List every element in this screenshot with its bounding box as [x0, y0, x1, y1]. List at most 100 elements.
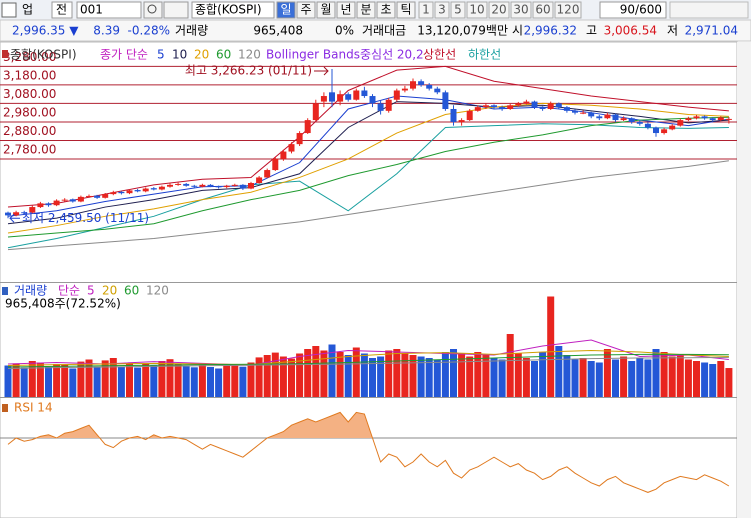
candle-body: [215, 186, 222, 188]
info-open: 2,996.32: [524, 24, 577, 38]
count: 90/600: [620, 3, 662, 17]
period-button[interactable]: [356, 1, 376, 19]
interval-button[interactable]: [418, 1, 434, 19]
period-label: 주: [300, 3, 311, 17]
volume-bar: [85, 359, 93, 397]
interval-label: 3: [438, 3, 446, 17]
volume-bar: [498, 359, 506, 397]
candle-body: [167, 184, 173, 187]
candle-body: [523, 101, 530, 104]
volume-bar: [166, 359, 174, 397]
volume-bar: [433, 359, 441, 397]
search-button[interactable]: [143, 1, 163, 19]
candle-body: [191, 185, 198, 187]
info-change: 8.39: [93, 24, 120, 38]
candle-body: [320, 96, 327, 102]
code-input: 001: [80, 3, 103, 17]
volume-ma-line: [7, 353, 729, 368]
volume-bar: [579, 358, 587, 397]
ma-line: [7, 116, 729, 238]
period-button[interactable]: [316, 1, 336, 19]
interval-button[interactable]: [532, 1, 554, 19]
interval-button[interactable]: [554, 1, 582, 19]
candle-body: [401, 88, 408, 91]
annotation-arrow: [9, 213, 20, 223]
ma-line: [7, 102, 729, 234]
chart-title: 종합(KOSPI): [10, 48, 77, 62]
volume-bar: [458, 353, 466, 397]
candle-body: [661, 129, 668, 134]
interval-label: 1: [422, 3, 430, 17]
period-button[interactable]: [336, 1, 356, 19]
candle-body: [256, 177, 263, 184]
period-label: 초: [380, 3, 391, 17]
info-volume-label: 거래량: [175, 24, 208, 38]
volume-ma-line: [7, 339, 729, 366]
candle-body: [69, 199, 76, 202]
sound-button[interactable]: [163, 1, 189, 19]
all-button: 전: [56, 3, 67, 17]
menu-icon[interactable]: [1, 2, 17, 18]
volume-bar: [279, 356, 287, 397]
volume-bar: [506, 334, 514, 397]
candle-body: [361, 90, 368, 97]
volume-bar: [474, 352, 482, 397]
interval-button[interactable]: [450, 1, 466, 19]
volume-bar: [595, 362, 603, 397]
candle-body: [418, 81, 425, 85]
legend-entry: 상한선: [423, 48, 456, 62]
info-volume: 965,408: [253, 24, 303, 38]
info-bar-bg: [0, 19, 751, 42]
candle-body: [644, 123, 651, 128]
rsi-line: [7, 411, 730, 493]
legend-entry: 10: [172, 48, 187, 62]
period-button[interactable]: [276, 1, 296, 19]
candle-body: [37, 203, 44, 208]
volume-bar: [360, 353, 368, 397]
input-box: [76, 1, 142, 19]
volume-bar: [668, 356, 676, 397]
volume-bar: [717, 361, 725, 397]
info-high-label: 고: [586, 24, 597, 38]
period-button[interactable]: [376, 1, 396, 19]
volume-bar: [369, 358, 376, 397]
period-button[interactable]: [396, 1, 416, 19]
candle-body: [329, 92, 335, 102]
candle-body: [118, 191, 125, 194]
interval-button[interactable]: [434, 1, 450, 19]
info-change-pct: -0.28%: [128, 24, 170, 38]
period-button[interactable]: [296, 1, 316, 19]
volume-bar: [158, 361, 166, 397]
interval-button[interactable]: [466, 1, 488, 19]
volume-bar: [693, 361, 700, 397]
candle-body: [572, 110, 578, 113]
info-low: 2,971.04: [685, 24, 738, 38]
interval-button[interactable]: [488, 1, 510, 19]
interval-button[interactable]: [510, 1, 532, 19]
period-label: 월: [320, 3, 331, 17]
volume-bar: [231, 364, 239, 397]
volume-bar: [425, 358, 433, 397]
candle-body: [239, 184, 246, 189]
volume-bar: [603, 349, 611, 397]
candle-body: [596, 116, 603, 119]
ma-line: [7, 160, 729, 251]
tool-icons[interactable]: [669, 1, 749, 19]
candle-body: [580, 112, 587, 114]
candle-body: [669, 125, 676, 130]
period-label: 틱: [400, 3, 411, 17]
candle-body: [183, 183, 190, 186]
candle-body: [207, 184, 214, 187]
volume-bar: [482, 355, 490, 397]
legend-entry: 하한선: [468, 48, 501, 62]
candle-body: [499, 107, 506, 109]
volume-bar: [239, 366, 247, 397]
candle-body: [126, 190, 133, 194]
candle-body: [426, 84, 433, 89]
volume-bar: [174, 364, 182, 397]
volume-bar: [93, 366, 101, 397]
legend-entry: 120: [146, 284, 169, 298]
period-label: 일: [280, 3, 291, 17]
high-annotation: 최고 3,266.23 (01/11): [185, 63, 312, 77]
candle-body: [53, 200, 60, 206]
